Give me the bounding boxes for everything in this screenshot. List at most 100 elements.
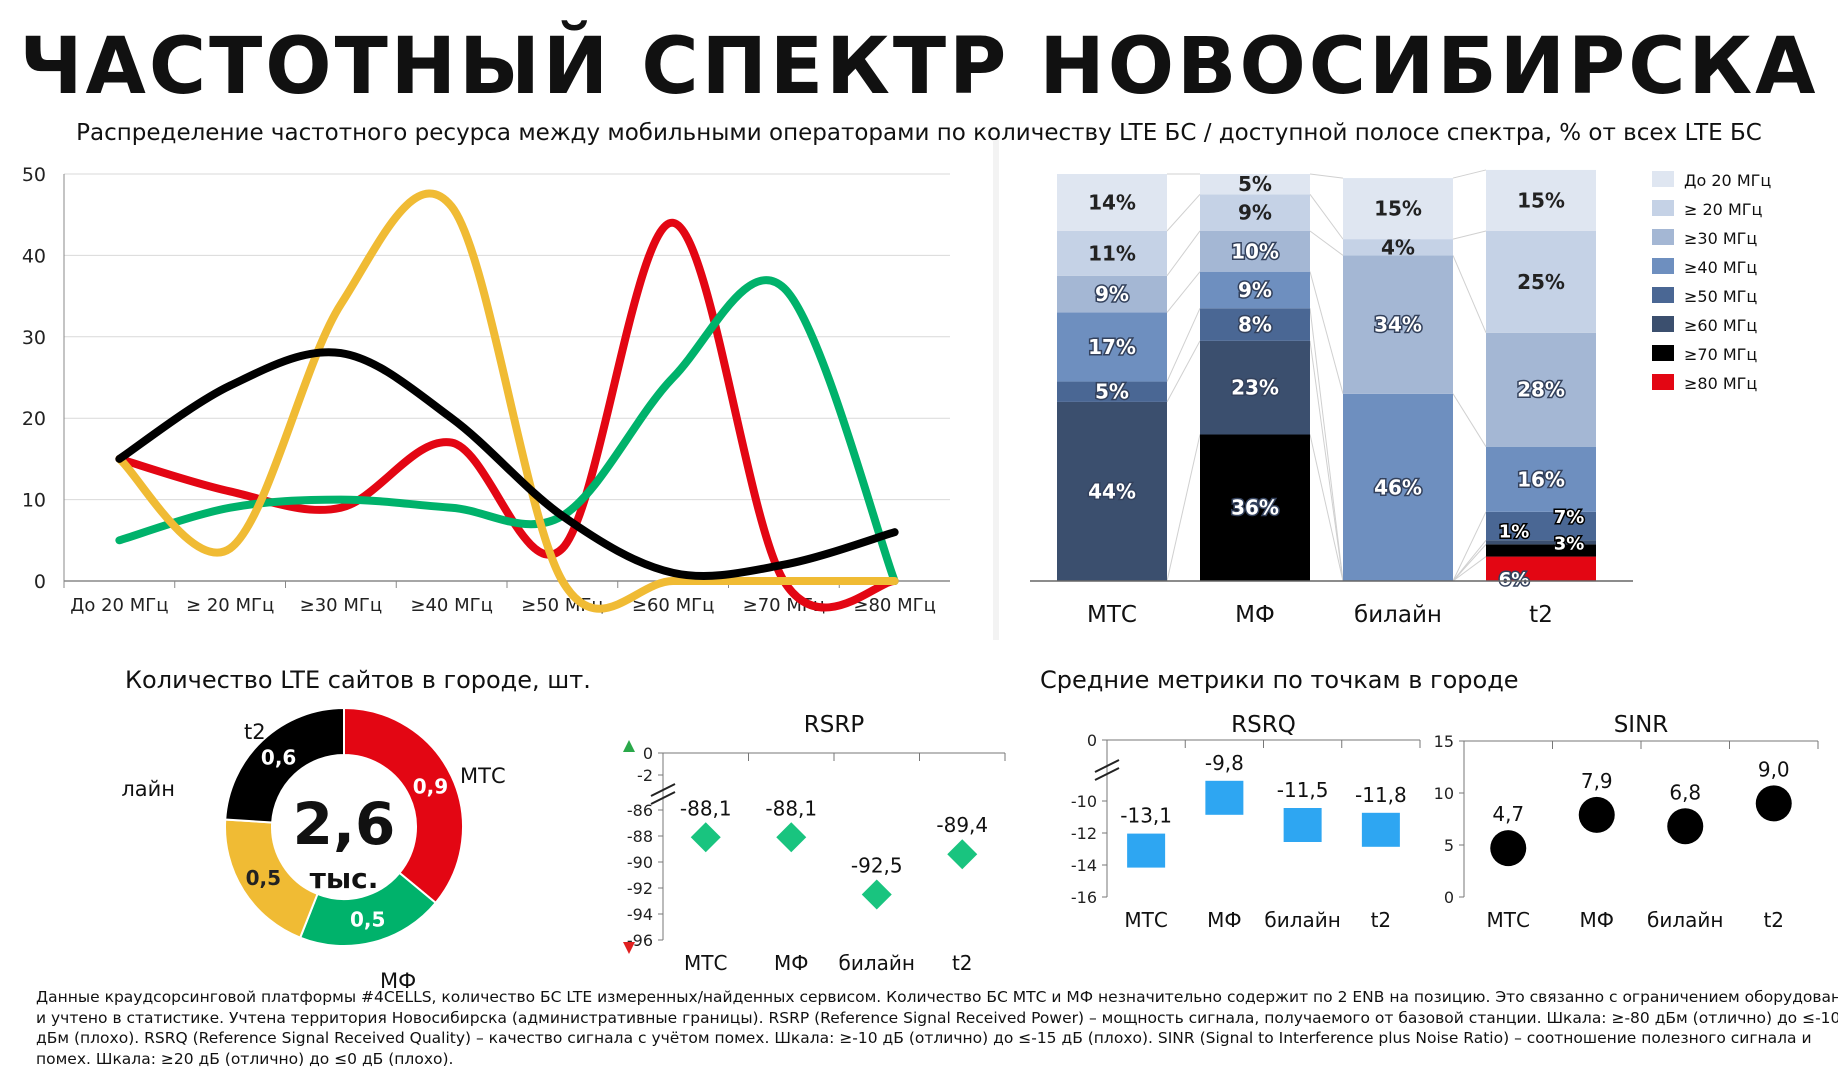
bar-data-label: 44% [1088, 479, 1136, 503]
footnote-line: и учтено в статистике. Учтена территория… [36, 1008, 1838, 1027]
rsrp-chart: RSRP 0 -2 -86 -88 -90 -92 -94 -96 МТС МФ билайн t2 -… [623, 712, 1006, 975]
data-marker [1490, 830, 1527, 867]
data-label: -88,1 [765, 796, 817, 820]
x-tick-label: билайн [839, 951, 915, 975]
segment-connector [1452, 393, 1487, 447]
segment-connector [1309, 230, 1344, 256]
donut-chart: 0,9 МТС 0,5 МФ 0,5 билайн 0,6t2 2,6 тыс. [120, 706, 506, 993]
x-tick-label: t2 [1371, 908, 1392, 932]
slice-value-label: 0,5 [246, 866, 281, 890]
x-tick-label: t2 [1763, 908, 1784, 932]
bar-data-label: 10% [1231, 239, 1279, 263]
bar-segment [1486, 230, 1596, 333]
legend-swatch [1652, 200, 1674, 216]
data-label: -89,4 [936, 813, 988, 837]
legend-swatch [1652, 258, 1674, 274]
panel-divider [993, 140, 999, 640]
bar-segment [1200, 194, 1310, 231]
donut-slice [343, 706, 464, 905]
bar-data-label: 34% [1374, 313, 1422, 337]
x-tick-label: билайн [1647, 908, 1723, 932]
footnote-line: Данные краудсорсинговой платформы #4CELL… [36, 988, 1838, 1006]
bar-data-label: 36% [1231, 496, 1279, 520]
bar-segment [1486, 169, 1596, 231]
bar-data-label: 25% [1517, 270, 1565, 294]
x-tick-label: МТС [1124, 908, 1167, 932]
segment-connector [1166, 340, 1201, 403]
data-marker [1361, 812, 1400, 847]
bar-data-label: 14% [1088, 190, 1136, 214]
legend-swatch [1652, 345, 1674, 361]
bar-data-label: 5% [1238, 172, 1272, 196]
y-tick-label: -86 [627, 801, 653, 820]
footnote-line: дБм (плохо). RSRQ (Reference Signal Rece… [36, 1029, 1812, 1047]
segment-connector [1452, 255, 1487, 333]
data-marker [1578, 796, 1615, 833]
data-marker [690, 822, 721, 853]
y-tick-label: 5 [1444, 836, 1454, 855]
axis-break [1094, 759, 1120, 781]
data-marker [1283, 808, 1322, 842]
segment-connector [1309, 194, 1344, 240]
bar-segment [1343, 239, 1453, 256]
y-tick-label: -12 [1071, 824, 1097, 843]
bar-data-label: 15% [1374, 197, 1422, 221]
data-label: 6,8 [1669, 780, 1701, 804]
sinr-chart: SINR 0 5 10 15 МТС МФ билайн t2 4,7 7,9 6,8 9,0 [1434, 712, 1819, 932]
slice-value-label: 0,5 [350, 907, 385, 931]
x-tick-label: билайн [1354, 602, 1442, 628]
line-chart: 0 10 20 30 40 50 До 20 МГц ≥ 20 МГц ≥30 МГц ≥40 М… [22, 164, 950, 616]
series-line [115, 189, 899, 613]
data-label: -11,5 [1277, 778, 1329, 802]
data-label: -9,8 [1205, 751, 1244, 775]
x-tick-label: ≥40 МГц [410, 595, 492, 616]
segment-connector [1452, 556, 1487, 582]
axis-break [650, 783, 676, 805]
y-tick-label: 30 [22, 327, 46, 349]
slice-value-label: 0,6 [261, 745, 296, 769]
page-subtitle: Распределение частотного ресурса между м… [76, 120, 1762, 146]
y-tick-label: -14 [1071, 856, 1097, 875]
series-line [115, 348, 899, 580]
segment-connector [1452, 539, 1487, 582]
slice-name-label: МФ [380, 969, 416, 993]
donut-slice [224, 706, 345, 824]
bar-segment [1057, 174, 1167, 231]
bar-data-label: 17% [1088, 335, 1136, 359]
segment-connector [1166, 434, 1201, 582]
slice-name-label: билайн [120, 777, 175, 801]
segment-connector [1309, 271, 1344, 394]
bar-data-label: 15% [1517, 188, 1565, 212]
slice-name-label: t2 [244, 720, 266, 744]
data-marker [861, 879, 892, 910]
legend-label: ≥70 МГц [1684, 345, 1757, 364]
y-tick-label: 0 [1087, 731, 1097, 750]
footnote: Данные краудсорсинговой платформы #4CELL… [36, 987, 1838, 1069]
legend-label: До 20 МГц [1684, 171, 1771, 190]
bar-segment [1486, 556, 1596, 581]
data-marker [776, 822, 807, 853]
y-tick-label: 0 [34, 571, 46, 593]
bar-segment [1343, 255, 1453, 394]
y-tick-label: -88 [627, 827, 653, 846]
bar-data-label: 8% [1238, 313, 1272, 337]
x-tick-label: До 20 МГц [70, 595, 168, 616]
donut-center-value: 2,6 [293, 790, 396, 858]
y-tick-label: 50 [22, 164, 46, 186]
data-label: -11,8 [1355, 783, 1407, 807]
bar-data-label: 7% [1554, 507, 1585, 528]
data-marker [947, 839, 978, 870]
quality-arrow-up [623, 740, 635, 752]
x-tick-label: билайн [1264, 908, 1340, 932]
bar-data-label: 16% [1517, 467, 1565, 491]
bar-data-label: 11% [1088, 241, 1136, 265]
bar-data-label: 9% [1238, 201, 1272, 225]
legend-swatch [1652, 316, 1674, 332]
x-tick-label: t2 [1529, 602, 1553, 628]
bar-segment [1200, 174, 1310, 195]
data-label: 4,7 [1492, 802, 1524, 826]
legend-swatch [1652, 229, 1674, 245]
slice-name-label: МТС [460, 764, 506, 788]
x-tick-label: ≥60 МГц [632, 595, 714, 616]
bar-data-label: 6% [1499, 569, 1530, 590]
